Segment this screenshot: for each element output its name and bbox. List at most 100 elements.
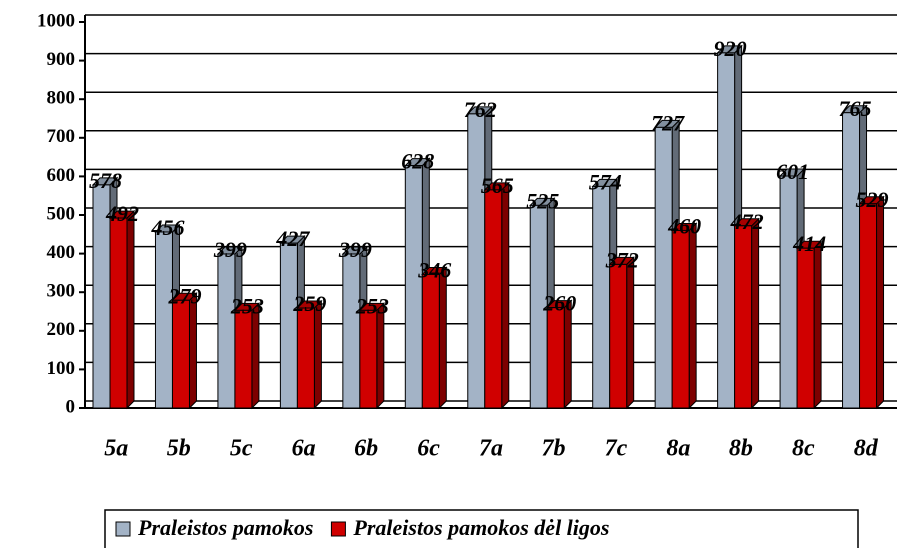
- bar-side: [251, 302, 260, 410]
- value-label: 372: [605, 247, 639, 272]
- bar: [421, 266, 448, 410]
- value-label: 920: [714, 36, 747, 61]
- bar-front: [609, 263, 628, 409]
- y-tick-label: 100: [47, 358, 76, 379]
- legend-label: Praleistos pamokos: [137, 515, 313, 540]
- x-tick-label: 8a: [666, 436, 690, 462]
- bar-front: [671, 229, 690, 409]
- value-label: 628: [401, 149, 434, 174]
- y-tick-label: 500: [47, 203, 76, 224]
- bar: [670, 222, 698, 410]
- bar-side: [626, 256, 635, 410]
- bar-front: [359, 309, 378, 409]
- value-label: 492: [105, 201, 139, 226]
- bar-front: [296, 307, 315, 409]
- value-label: 260: [542, 291, 576, 316]
- x-tick-label: 8c: [792, 436, 815, 462]
- x-tick-label: 5c: [230, 436, 253, 462]
- x-tick-label: 6a: [292, 436, 316, 462]
- bar-front: [484, 189, 503, 409]
- bar-side: [688, 222, 697, 410]
- bar-front: [734, 225, 753, 409]
- bar-front: [234, 309, 253, 409]
- bar-front: [842, 112, 861, 409]
- bar: [483, 181, 510, 410]
- value-label: 472: [730, 209, 764, 234]
- bar-front: [529, 204, 548, 409]
- bar-front: [421, 273, 440, 409]
- x-tick-label: 8b: [729, 436, 753, 462]
- x-tick-label: 7b: [541, 436, 565, 462]
- bar-side: [813, 239, 822, 410]
- bar: [795, 239, 823, 410]
- bar-side: [751, 217, 760, 410]
- y-tick-label: 0: [66, 396, 76, 417]
- bar-front: [404, 165, 423, 409]
- legend-swatch: [115, 521, 131, 537]
- bar: [171, 292, 198, 410]
- value-label: 525: [526, 188, 559, 213]
- x-tick-label: 5b: [167, 436, 191, 462]
- bar: [108, 209, 136, 410]
- value-label: 727: [651, 110, 685, 135]
- value-label: 427: [275, 226, 310, 251]
- value-label: 279: [167, 283, 201, 308]
- bar: [233, 302, 261, 410]
- x-tick-label: 7c: [605, 436, 628, 462]
- legend-swatch: [330, 521, 346, 537]
- x-tick-label: 8d: [854, 436, 879, 462]
- y-tick-label: 200: [47, 319, 76, 340]
- value-label: 762: [464, 97, 497, 122]
- bar: [716, 44, 743, 410]
- value-label: 456: [150, 215, 184, 240]
- bar-front: [217, 253, 236, 409]
- y-tick-label: 1000: [37, 10, 75, 31]
- bar: [546, 299, 573, 410]
- y-tick-label: 900: [47, 49, 76, 70]
- bar-front: [342, 253, 361, 409]
- value-label: 565: [481, 173, 514, 198]
- y-tick-label: 800: [47, 88, 76, 109]
- x-tick-label: 7a: [479, 436, 503, 462]
- y-tick-label: 300: [47, 281, 76, 302]
- y-tick-label: 400: [47, 242, 76, 263]
- x-tick-label: 6b: [354, 436, 378, 462]
- bar-front: [154, 231, 173, 409]
- y-tick-label: 700: [47, 126, 76, 147]
- bar-front: [592, 185, 611, 409]
- value-label: 253: [355, 293, 389, 318]
- bar-side: [376, 302, 385, 410]
- bar: [358, 302, 386, 410]
- value-label: 765: [839, 96, 872, 121]
- bar-front: [279, 242, 298, 409]
- bar-front: [467, 113, 486, 409]
- value-label: 399: [338, 237, 372, 262]
- bar-front: [859, 203, 878, 409]
- value-label: 574: [589, 169, 622, 194]
- bar-side: [563, 299, 572, 410]
- bar-front: [654, 126, 673, 409]
- y-tick-label: 600: [47, 165, 76, 186]
- bar: [858, 195, 885, 410]
- bar-front: [109, 217, 128, 409]
- value-label: 529: [856, 187, 889, 212]
- bar-front: [546, 307, 565, 409]
- value-label: 414: [792, 231, 826, 256]
- x-tick-label: 6c: [417, 436, 440, 462]
- value-label: 460: [667, 213, 701, 238]
- bar: [466, 105, 493, 410]
- bar: [608, 256, 635, 410]
- legend-box: [104, 509, 859, 548]
- bar-front: [779, 175, 798, 409]
- bar-side: [876, 195, 885, 410]
- bar-side: [501, 181, 510, 410]
- legend-label: Praleistos pamokos dėl ligos: [352, 515, 609, 540]
- bar-side: [188, 292, 197, 410]
- bar-side: [438, 266, 447, 410]
- bar: [296, 299, 323, 410]
- value-label: 601: [776, 159, 809, 184]
- value-label: 253: [230, 293, 264, 318]
- value-label: 399: [213, 237, 247, 262]
- x-tick-label: 5a: [104, 436, 128, 462]
